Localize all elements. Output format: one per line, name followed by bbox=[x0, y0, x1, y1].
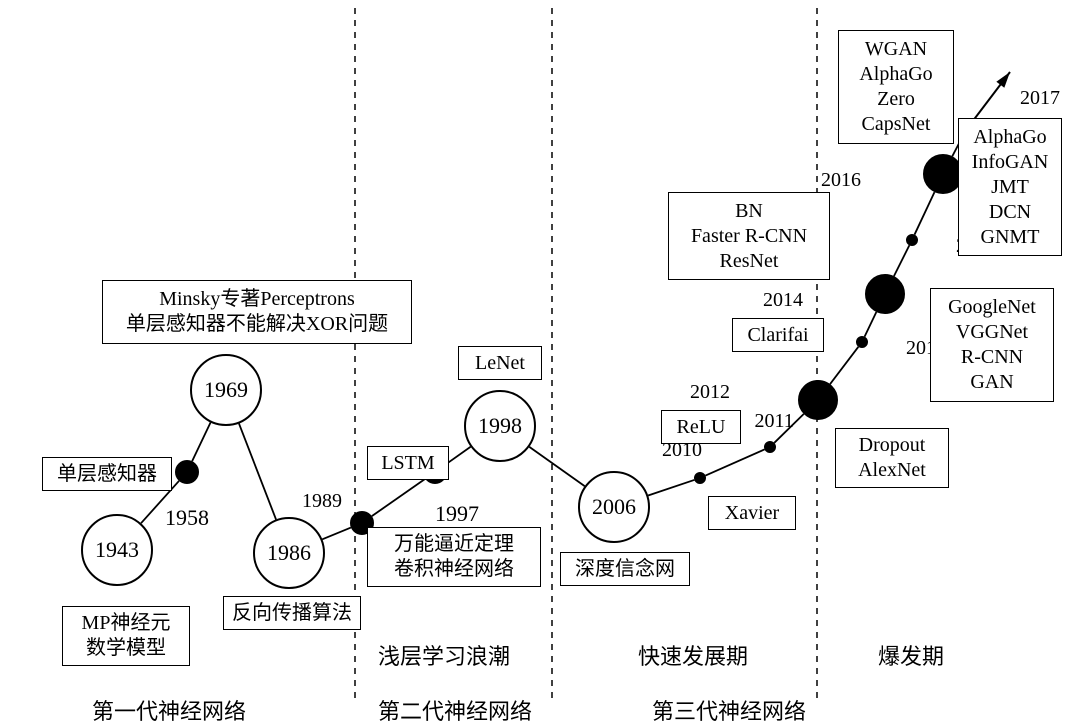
node-1969: 1969 bbox=[190, 354, 262, 426]
year-label-1958: 1958 bbox=[165, 505, 209, 531]
box-minsky-line-1: 单层感知器不能解决XOR问题 bbox=[126, 312, 388, 337]
era-explosion: 爆发期 bbox=[878, 639, 944, 671]
box-bp-line-0: 反向传播算法 bbox=[232, 601, 352, 626]
era-gen1: 第一代神经网络 bbox=[92, 694, 246, 724]
box-alphago-line-0: AlphaGo bbox=[973, 125, 1046, 150]
box-universal: 万能逼近定理卷积神经网络 bbox=[367, 527, 541, 587]
box-universal-line-1: 卷积神经网络 bbox=[394, 557, 514, 582]
box-wgan: WGANAlphaGoZeroCapsNet bbox=[838, 30, 954, 144]
box-dropout-alexnet-line-0: Dropout bbox=[859, 433, 926, 458]
box-alphago: AlphaGoInfoGANJMTDCNGNMT bbox=[958, 118, 1062, 256]
year-label-2017: 2017 bbox=[1020, 87, 1060, 110]
box-alphago-line-1: InfoGAN bbox=[972, 150, 1049, 175]
node-1998: 1998 bbox=[464, 390, 536, 462]
node-2011 bbox=[764, 441, 776, 453]
year-label-1989: 1989 bbox=[302, 490, 342, 513]
box-relu-line-0: ReLU bbox=[677, 415, 726, 440]
year-label-2014: 2014 bbox=[763, 289, 803, 312]
box-lstm: LSTM bbox=[367, 446, 449, 480]
box-lenet: LeNet bbox=[458, 346, 542, 380]
box-dropout-alexnet-line-1: AlexNet bbox=[858, 458, 926, 483]
box-xavier: Xavier bbox=[708, 496, 796, 530]
box-wgan-line-3: CapsNet bbox=[862, 112, 931, 137]
node-2006: 2006 bbox=[578, 471, 650, 543]
box-minsky-line-0: Minsky专著Perceptrons bbox=[159, 287, 355, 312]
box-googlenet: GoogleNetVGGNetR-CNNGAN bbox=[930, 288, 1054, 402]
box-dbn: 深度信念网 bbox=[560, 552, 690, 586]
box-xavier-line-0: Xavier bbox=[725, 501, 779, 526]
year-label-2012: 2012 bbox=[690, 381, 730, 404]
box-bn-resnet: BNFaster R-CNNResNet bbox=[668, 192, 830, 280]
year-label-1997: 1997 bbox=[435, 501, 479, 527]
box-mp-model-line-0: MP神经元 bbox=[82, 611, 171, 636]
era-gen2: 第二代神经网络 bbox=[378, 694, 532, 724]
era-fast-dev: 快速发展期 bbox=[638, 639, 748, 671]
node-1943: 1943 bbox=[81, 514, 153, 586]
box-alphago-line-4: GNMT bbox=[981, 225, 1040, 250]
timeline-diagram: 1943195819691986198919971998200620102011… bbox=[0, 0, 1065, 724]
box-wgan-line-0: WGAN bbox=[865, 37, 927, 62]
box-single-perc: 单层感知器 bbox=[42, 457, 172, 491]
node-1986: 1986 bbox=[253, 517, 325, 589]
era-shallow-wave: 浅层学习浪潮 bbox=[378, 639, 510, 671]
box-mp-model: MP神经元数学模型 bbox=[62, 606, 190, 666]
box-alphago-line-2: JMT bbox=[991, 175, 1029, 200]
box-dropout-alexnet: DropoutAlexNet bbox=[835, 428, 949, 488]
box-wgan-line-1: AlphaGo bbox=[859, 62, 932, 87]
box-relu: ReLU bbox=[661, 410, 741, 444]
node-2014 bbox=[865, 274, 905, 314]
box-googlenet-line-2: R-CNN bbox=[961, 345, 1023, 370]
box-bn-resnet-line-0: BN bbox=[735, 199, 763, 224]
era-gen3: 第三代神经网络 bbox=[652, 694, 806, 724]
node-2015 bbox=[906, 234, 918, 246]
box-googlenet-line-0: GoogleNet bbox=[948, 295, 1036, 320]
box-bn-resnet-line-1: Faster R-CNN bbox=[691, 224, 807, 249]
box-clarifai: Clarifai bbox=[732, 318, 824, 352]
box-bp: 反向传播算法 bbox=[223, 596, 361, 630]
box-universal-line-0: 万能逼近定理 bbox=[394, 532, 514, 557]
box-googlenet-line-1: VGGNet bbox=[956, 320, 1028, 345]
node-1958 bbox=[175, 460, 199, 484]
box-minsky: Minsky专著Perceptrons单层感知器不能解决XOR问题 bbox=[102, 280, 412, 344]
box-mp-model-line-1: 数学模型 bbox=[86, 636, 166, 661]
box-dbn-line-0: 深度信念网 bbox=[575, 557, 675, 582]
box-alphago-line-3: DCN bbox=[989, 200, 1031, 225]
box-lstm-line-0: LSTM bbox=[381, 451, 434, 476]
node-2010 bbox=[694, 472, 706, 484]
box-clarifai-line-0: Clarifai bbox=[747, 323, 808, 348]
year-label-2016: 2016 bbox=[821, 169, 861, 192]
node-2016 bbox=[923, 154, 963, 194]
node-2013 bbox=[856, 336, 868, 348]
box-single-perc-line-0: 单层感知器 bbox=[57, 462, 157, 487]
box-wgan-line-2: Zero bbox=[877, 87, 915, 112]
node-2012 bbox=[798, 380, 838, 420]
year-label-2011: 2011 bbox=[755, 410, 794, 433]
box-googlenet-line-3: GAN bbox=[970, 370, 1013, 395]
box-bn-resnet-line-2: ResNet bbox=[720, 249, 779, 274]
box-lenet-line-0: LeNet bbox=[475, 351, 525, 376]
